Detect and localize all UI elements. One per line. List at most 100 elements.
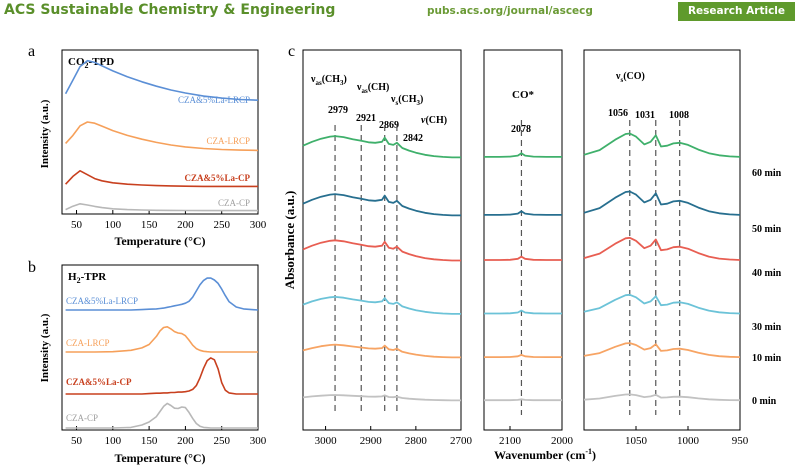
panel-b-frame	[61, 264, 259, 431]
panel-c-spectrum-10-min	[302, 343, 461, 359]
assign-v-ch-rest: (CH)	[425, 115, 447, 126]
panel-b-xtick-label: 250	[213, 435, 230, 447]
peak-label-2979: 2979	[328, 105, 348, 116]
assign-vs-ch3-main: ν	[390, 94, 396, 105]
time-label-50: 50 min	[752, 224, 782, 235]
label-b-cza-lrcp: CZA-LRCP	[66, 338, 110, 348]
panel-b-title: H2-TPR	[68, 271, 107, 285]
time-label-60: 60 min	[752, 168, 782, 179]
panel-c-spectrum-60-min	[302, 135, 461, 159]
panel-b-xtick-label: 100	[105, 435, 122, 447]
panel-c-xlabel-main: Wavenumber (cm	[494, 448, 585, 462]
peak-label-1031: 1031	[635, 110, 655, 121]
panel-c-xlabel: Wavenumber (cm-1)	[494, 447, 596, 462]
label-a-cza-5la-lrcp: CZA&5%La-LRCP	[178, 95, 250, 105]
label-b-cza-5la-cp: CZA&5%La-CP	[66, 377, 132, 387]
panel-b-xtick-label: 200	[177, 435, 194, 447]
panel-c-xtick-label: 1000	[677, 435, 700, 447]
panel-b-title-main: H	[68, 271, 77, 283]
assign-v-ch-main: ν	[421, 115, 426, 126]
panel-b-xtick-label: 50	[71, 435, 83, 447]
panel-c-xtick-label: 3000	[315, 435, 338, 447]
panel-c-spectrum-30-min	[302, 295, 461, 315]
assign-v-ch: ν(CH)	[421, 115, 447, 126]
assign-vas-ch3-main: ν	[310, 74, 316, 85]
panel-c-spectrum-40-min	[484, 255, 562, 261]
panel-b-xtick-label: 300	[250, 435, 267, 447]
assign-vas-ch-main: ν	[356, 82, 362, 93]
panel-c-spectrum-30-min	[484, 309, 562, 315]
panel-b-xlabel: Temperature (°C)	[114, 451, 205, 465]
panel-c-spectrum-0-min	[583, 393, 741, 402]
assign-vas-ch: νas(CH)	[356, 82, 389, 95]
panel-b-series-line	[65, 325, 258, 353]
panel-c1-frame	[302, 49, 462, 431]
panel-b-series-line	[65, 402, 258, 429]
panel-c-spectrum-10-min	[583, 342, 741, 358]
panel-c-spectrum-50-min	[583, 190, 741, 216]
panel-a-letter: a	[28, 43, 35, 60]
panel-c-xtick-label: 2800	[405, 435, 428, 447]
panel-c-xlabel-end: )	[592, 448, 596, 462]
panel-a-series-line	[65, 170, 258, 188]
time-label-30: 30 min	[752, 322, 782, 333]
panel-a-title-main: CO	[68, 56, 85, 68]
panel-c-xtick-label: 2000	[551, 435, 574, 447]
panel-a-ylabel: Intensity (a.u.)	[39, 99, 51, 168]
assign-vas-ch3: νas(CH3)	[310, 74, 347, 87]
journal-url[interactable]: pubs.acs.org/journal/ascecg	[427, 5, 593, 17]
panel-c-spectrum-50-min	[302, 193, 461, 217]
assign-vas-ch3-rest: (CH	[322, 74, 341, 85]
assign-vs-ch3-sub2: 3	[417, 99, 421, 107]
peak-label-2842: 2842	[403, 133, 423, 144]
peak-label-2078: 2078	[511, 124, 531, 135]
journal-title: ACS Sustainable Chemistry & Engineering	[4, 2, 336, 18]
panel-a-xtick-label: 150	[141, 219, 158, 231]
panel-a-series-line	[65, 121, 259, 152]
assign-vs-ch3: νs(CH3)	[390, 94, 423, 107]
label-b-cza-5la-lrcp: CZA&5%La-LRCP	[66, 296, 138, 306]
assign-vas-ch3-end: )	[344, 74, 347, 85]
label-a-cza-lrcp: CZA-LRCP	[206, 136, 250, 146]
peak-label-2869: 2869	[379, 120, 399, 131]
panel-c-spectrum-0-min	[302, 394, 461, 402]
panel-b-xtick-label: 150	[141, 435, 158, 447]
time-label-40: 40 min	[752, 268, 782, 279]
panel-b-title-rest: -TPR	[81, 271, 108, 283]
panel-c-xtick-label: 2900	[360, 435, 383, 447]
panel-a-series-line	[65, 203, 258, 212]
panel-a-xtick-label: 100	[105, 219, 122, 231]
panel-a-xlabel: Temperature (°C)	[114, 234, 205, 248]
assign-vas-ch-rest: (CH)	[368, 82, 390, 93]
panel-b-series-line	[65, 357, 258, 395]
assign-vs-co-sub: s	[620, 76, 623, 84]
assign-vs-ch3-rest: (CH	[398, 94, 417, 105]
peak-label-1056: 1056	[608, 108, 628, 119]
panel-b-ylabel: Intensity (a.u.)	[39, 313, 51, 382]
assign-vs-co-rest: (CO)	[623, 71, 645, 82]
panel-c-spectrum-10-min	[484, 353, 562, 359]
panel-c-spectrum-40-min	[583, 236, 741, 261]
panel-a-xtick-label: 250	[213, 219, 230, 231]
panel-a-xtick-label: 200	[177, 219, 194, 231]
panel-a-title-sub: 2	[85, 61, 89, 70]
assign-vas-ch3-sub2: 3	[340, 79, 344, 87]
panel-a-title-rest: -TPD	[89, 56, 115, 68]
panel-c3-frame	[583, 49, 741, 431]
panel-a-xtick-label: 300	[250, 219, 267, 231]
assign-vs-ch3-sub: s	[395, 99, 398, 107]
article-type-badge: Research Article	[678, 2, 795, 21]
assign-vs-co: νs(CO)	[615, 71, 645, 84]
panel-c-xtick-label: 1050	[625, 435, 648, 447]
assign-vs-ch3-end: )	[420, 94, 423, 105]
panel-c-spectrum-40-min	[302, 239, 461, 262]
panel-c-xtick-label: 2100	[499, 435, 522, 447]
assign-vas-ch-sub: as	[361, 87, 368, 95]
panel-c-letter: c	[288, 43, 295, 60]
label-a-cza-5la-cp: CZA&5%La-CP	[185, 173, 251, 183]
peak-label-2921: 2921	[356, 113, 376, 124]
panel-a-series-line	[64, 59, 259, 101]
label-a-cza-cp: CZA-CP	[218, 198, 250, 208]
panel-c-spectrum-60-min	[583, 132, 741, 158]
